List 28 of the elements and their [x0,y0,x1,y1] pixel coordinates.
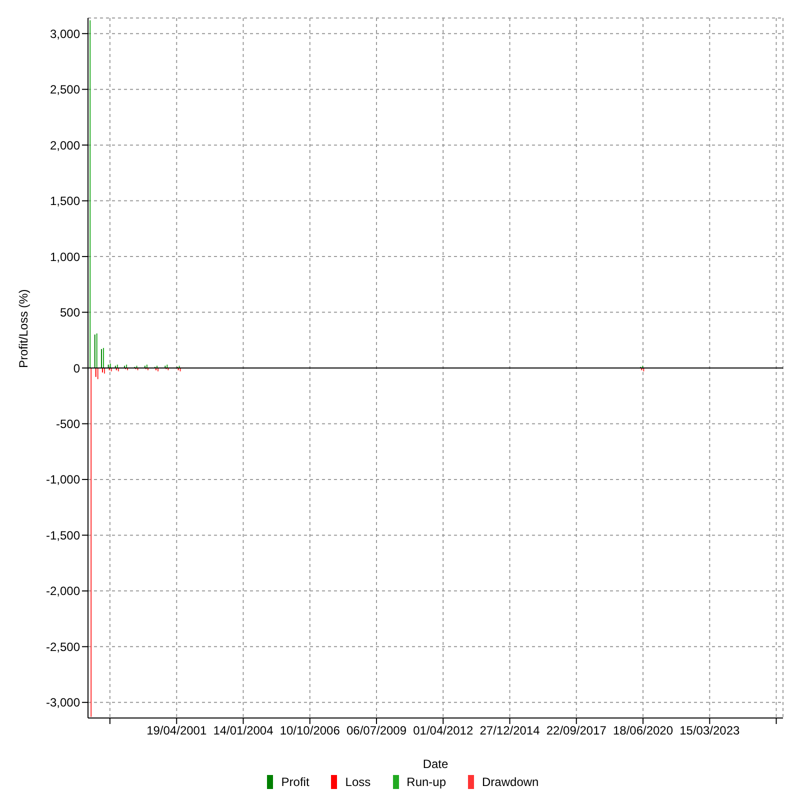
x-tick-label: 22/09/2017 [546,724,607,738]
legend-label: Run-up [406,775,446,789]
y-axis-title: Profit/Loss (%) [16,289,30,368]
x-tick-label: 06/07/2009 [346,724,407,738]
y-tick-label: -2,000 [46,584,80,598]
y-tick-label: -1,500 [46,528,80,542]
x-tick-label: 19/04/2001 [146,724,207,738]
legend-label: Profit [281,775,310,789]
y-tick-label: -3,000 [46,696,80,710]
x-tick-label: 18/06/2020 [612,724,674,738]
y-tick-label: -500 [56,416,80,431]
x-axis-title: Date [422,757,448,771]
y-tick-label: 2,500 [50,82,80,97]
x-tick-label: 15/03/2023 [680,724,740,738]
y-tick-label: 1,500 [50,194,80,208]
y-tick-label: -2,500 [46,640,80,654]
x-tick-label: 10/10/2006 [280,724,340,738]
y-tick-label: 1,000 [50,250,80,264]
x-tick-label: 01/04/2012 [413,724,474,738]
y-tick-label: 500 [60,306,80,320]
y-tick-label: -1,000 [46,472,80,487]
legend-label: Drawdown [482,775,539,789]
y-tick-label: 2,000 [50,138,80,152]
x-tick-label: 14/01/2004 [213,724,274,738]
x-tick-label: 27/12/2014 [480,724,540,738]
y-tick-label: 0 [73,361,80,376]
legend-label: Loss [345,775,371,789]
y-tick-label: 3,000 [50,26,80,41]
